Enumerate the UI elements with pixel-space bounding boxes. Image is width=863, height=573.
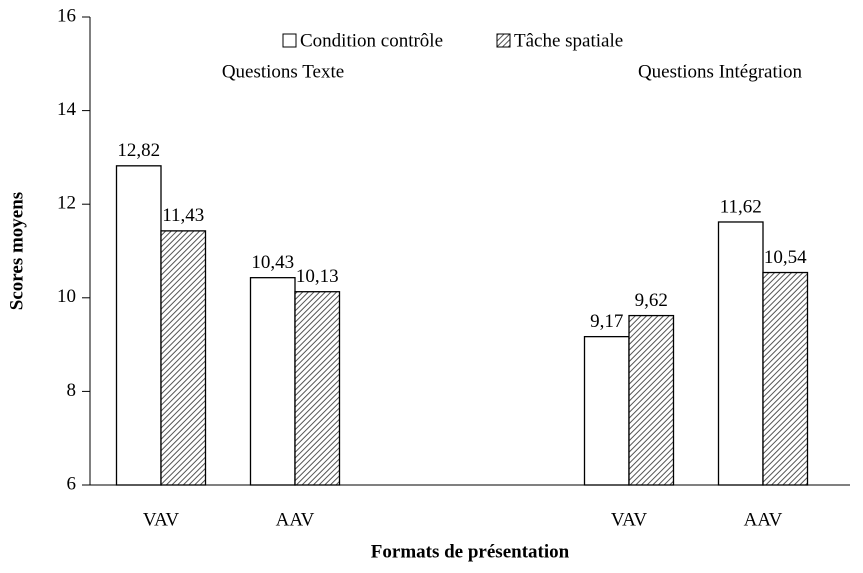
- legend-swatch: [282, 33, 297, 48]
- y-tick-label: 14: [57, 99, 77, 120]
- bar: [249, 277, 296, 486]
- value-label: 10,13: [296, 266, 339, 287]
- legend-swatch: [496, 33, 511, 48]
- value-label: 11,62: [720, 196, 762, 217]
- value-label: 9,17: [590, 311, 623, 332]
- value-label: 12,82: [117, 140, 160, 161]
- bar: [628, 314, 675, 486]
- y-tick-label: 16: [57, 5, 76, 26]
- value-label: 10,54: [764, 247, 807, 268]
- y-tick-label: 8: [67, 380, 77, 401]
- bar: [762, 271, 809, 486]
- value-label: 10,43: [251, 252, 294, 273]
- legend-label: Tâche spatiale: [514, 30, 623, 51]
- x-tick-label: AAV: [744, 509, 783, 530]
- legend-label: Condition contrôle: [300, 30, 443, 51]
- x-tick-label: AAV: [276, 509, 315, 530]
- y-tick-label: 10: [57, 286, 76, 307]
- bar: [294, 291, 341, 486]
- y-axis-title: Scores moyens: [6, 192, 27, 310]
- value-label: 9,62: [635, 290, 668, 311]
- bar: [160, 230, 207, 486]
- y-tick-label: 6: [67, 473, 77, 494]
- x-axis-title: Formats de présentation: [371, 541, 570, 562]
- bar: [717, 221, 764, 486]
- bar: [115, 165, 162, 486]
- group-label: Questions Texte: [222, 61, 344, 82]
- bar: [583, 335, 630, 486]
- x-tick-label: VAV: [611, 509, 648, 530]
- x-tick-label: VAV: [143, 509, 180, 530]
- y-tick-label: 12: [57, 193, 76, 214]
- group-label: Questions Intégration: [638, 61, 803, 82]
- value-label: 11,43: [162, 205, 204, 226]
